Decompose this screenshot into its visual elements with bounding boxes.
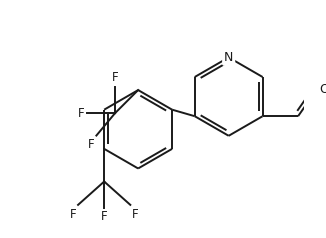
Text: F: F [132, 208, 139, 221]
Text: F: F [112, 71, 118, 84]
Text: N: N [224, 51, 233, 64]
Text: O: O [319, 83, 326, 96]
Text: F: F [78, 107, 84, 120]
Text: F: F [88, 138, 95, 151]
Text: F: F [69, 208, 76, 221]
Text: F: F [101, 210, 108, 223]
